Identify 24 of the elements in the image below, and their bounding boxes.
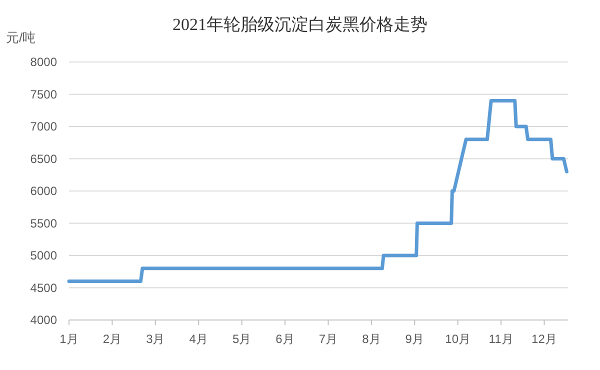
y-axis-title: 元/吨 bbox=[6, 30, 36, 45]
x-tick-label: 10月 bbox=[445, 332, 471, 346]
x-tick-label: 12月 bbox=[532, 332, 557, 346]
x-tick-label: 8月 bbox=[362, 332, 381, 346]
y-tick-label: 6000 bbox=[30, 184, 58, 198]
line-series bbox=[67, 98, 568, 284]
x-tick-label: 4月 bbox=[189, 332, 208, 346]
x-tick-label: 7月 bbox=[318, 332, 338, 346]
x-tick-label: 6月 bbox=[276, 332, 294, 346]
y-tick-label: 8000 bbox=[30, 55, 58, 69]
x-tick-label: 11月 bbox=[488, 332, 514, 346]
y-tick-label: 7500 bbox=[30, 87, 58, 102]
x-tick-label: 1月 bbox=[60, 332, 78, 346]
y-tick-label: 7000 bbox=[30, 120, 58, 134]
x-tick-label: 3月 bbox=[146, 332, 165, 346]
x-tick-label: 9月 bbox=[405, 332, 424, 346]
y-tick-label: 5000 bbox=[30, 248, 58, 262]
y-tick-label: 4000 bbox=[30, 313, 58, 327]
chart-title: 2021年轮胎级沉淀白炭黑价格走势 bbox=[172, 15, 428, 34]
x-tick-label: 2月 bbox=[102, 332, 122, 346]
y-tick-label: 5500 bbox=[30, 216, 58, 230]
x-tick-label: 5月 bbox=[232, 332, 252, 346]
y-tick-label: 6500 bbox=[30, 152, 58, 166]
y-tick-label: 4500 bbox=[30, 280, 58, 295]
